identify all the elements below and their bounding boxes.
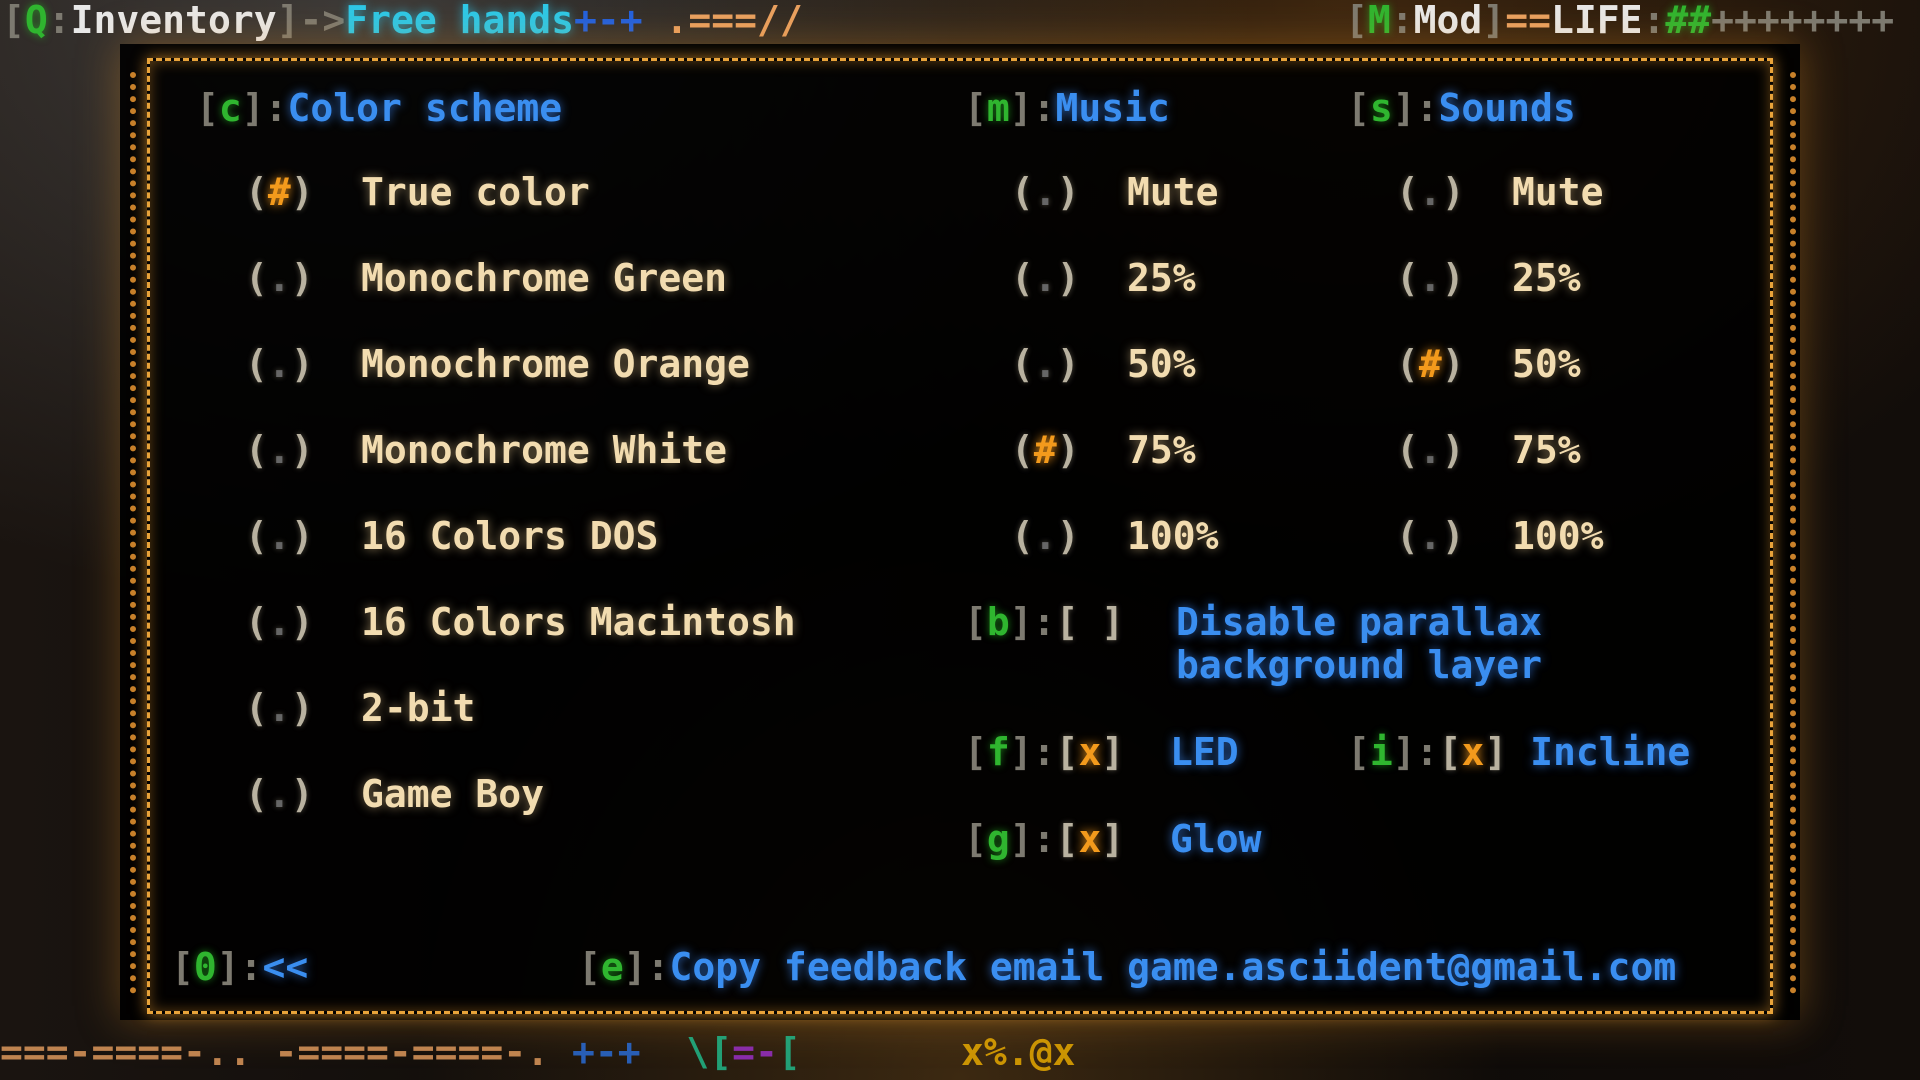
radio-unselected-icon[interactable]: (.) (245, 772, 314, 816)
radio-selected-icon[interactable]: (#) (1011, 428, 1080, 472)
radio-option[interactable]: (.) Monochrome Orange (245, 342, 750, 386)
radio-unselected-icon[interactable]: (.) (1396, 514, 1465, 558)
radio-option[interactable]: (.) 16 Colors Macintosh (245, 600, 796, 644)
radio-unselected-icon[interactable]: (.) (245, 256, 314, 300)
radio-unselected-icon[interactable]: (.) (245, 342, 314, 386)
radio-selected-icon[interactable]: (#) (245, 170, 314, 214)
back-button[interactable]: [0]:<< (171, 945, 309, 989)
hands-label: Free hands (345, 0, 574, 42)
radio-label: 16 Colors DOS (361, 514, 659, 558)
dialog-frame (147, 58, 1773, 1014)
radio-unselected-icon[interactable]: (.) (1396, 170, 1465, 214)
life-filled: ## (1665, 0, 1712, 42)
hud-mod-life[interactable]: [M:Mod]==LIFE:##++++++++ (1345, 0, 1895, 42)
radio-label: 16 Colors Macintosh (361, 600, 796, 644)
radio-option[interactable]: (.) 50% (1011, 342, 1196, 386)
radio-selected-icon[interactable]: (#) (1396, 342, 1465, 386)
radio-option[interactable]: (.) Monochrome Green (245, 256, 727, 300)
mod-label: Mod (1413, 0, 1483, 42)
radio-option[interactable]: (.) 2-bit (245, 686, 475, 730)
radio-unselected-icon[interactable]: (.) (1396, 428, 1465, 472)
color-scheme-heading[interactable]: [c]:Color scheme (196, 86, 563, 130)
music-heading[interactable]: [m]:Music (964, 86, 1170, 130)
inventory-label: Inventory (70, 0, 277, 42)
radio-option[interactable]: (.) Game Boy (245, 772, 544, 816)
radio-label: 2-bit (361, 686, 476, 730)
radio-unselected-icon[interactable]: (.) (1011, 256, 1080, 300)
hud-inventory[interactable]: [Q:Inventory]->Free hands+-+ .===// (2, 0, 803, 42)
radio-unselected-icon[interactable]: (.) (245, 600, 314, 644)
life-label: LIFE (1550, 0, 1643, 42)
radio-option[interactable]: (.) Mute (1011, 170, 1219, 214)
parallax-checkbox: [ ] (1055, 600, 1125, 644)
radio-unselected-icon[interactable]: (.) (1011, 170, 1080, 214)
glow-toggle[interactable]: [g]:[x] Glow (964, 817, 1262, 861)
radio-unselected-icon[interactable]: (.) (245, 514, 314, 558)
dialog-frame-outer (130, 72, 1796, 994)
radio-unselected-icon[interactable]: (.) (1396, 256, 1465, 300)
led-checkbox: [x] (1055, 730, 1125, 774)
radio-label: 100% (1512, 514, 1604, 558)
inventory-key: Q (24, 0, 48, 42)
radio-option[interactable]: (.) Monochrome White (245, 428, 727, 472)
radio-label: 50% (1127, 342, 1196, 386)
incline-checkbox: [x] (1438, 730, 1508, 774)
radio-option[interactable]: (.) 100% (1396, 514, 1604, 558)
radio-unselected-icon[interactable]: (.) (245, 428, 314, 472)
settings-dialog (120, 44, 1800, 1020)
copy-feedback-email-button[interactable]: [e]:Copy feedback email game.asciident@g… (578, 945, 1677, 989)
feedback-email: game.asciident@gmail.com (1127, 945, 1677, 989)
radio-option[interactable]: (#) True color (245, 170, 590, 214)
radio-label: Mute (1512, 170, 1604, 214)
radio-label: 25% (1127, 256, 1196, 300)
radio-option[interactable]: (#) 50% (1396, 342, 1581, 386)
radio-option[interactable]: (.) 75% (1396, 428, 1581, 472)
radio-option[interactable]: (.) Mute (1396, 170, 1604, 214)
life-empty: ++++++++ (1711, 0, 1895, 42)
glow-checkbox: [x] (1055, 817, 1125, 861)
radio-label: True color (361, 170, 590, 214)
radio-label: 50% (1512, 342, 1581, 386)
radio-unselected-icon[interactable]: (.) (1011, 514, 1080, 558)
radio-option[interactable]: (#) 75% (1011, 428, 1196, 472)
radio-label: 75% (1512, 428, 1581, 472)
mod-key: M (1367, 0, 1391, 42)
radio-label: Game Boy (361, 772, 545, 816)
radio-label: Monochrome Green (361, 256, 728, 300)
parallax-label[interactable]: Disable parallax (1176, 600, 1543, 644)
radio-label: 25% (1512, 256, 1581, 300)
radio-unselected-icon[interactable]: (.) (245, 686, 314, 730)
radio-option[interactable]: (.) 100% (1011, 514, 1219, 558)
radio-label: Monochrome White (361, 428, 728, 472)
sounds-heading[interactable]: [s]:Sounds (1347, 86, 1576, 130)
incline-toggle[interactable]: [i]:[x] Incline (1347, 730, 1691, 774)
radio-option[interactable]: (.) 25% (1396, 256, 1581, 300)
parallax-label-2[interactable]: background layer (1176, 643, 1543, 687)
parallax-toggle[interactable]: [b]:[ ] (964, 600, 1125, 644)
radio-label: 75% (1127, 428, 1196, 472)
radio-label: Monochrome Orange (361, 342, 750, 386)
radio-label: 100% (1127, 514, 1219, 558)
radio-option[interactable]: (.) 16 Colors DOS (245, 514, 658, 558)
radio-option[interactable]: (.) 25% (1011, 256, 1196, 300)
radio-label: Mute (1127, 170, 1219, 214)
ground-decoration: ===-====-.. -====-====-. +-+ \[=-[ x%.@x (0, 1030, 1076, 1074)
radio-unselected-icon[interactable]: (.) (1011, 342, 1080, 386)
led-toggle[interactable]: [f]:[x] LED (964, 730, 1239, 774)
